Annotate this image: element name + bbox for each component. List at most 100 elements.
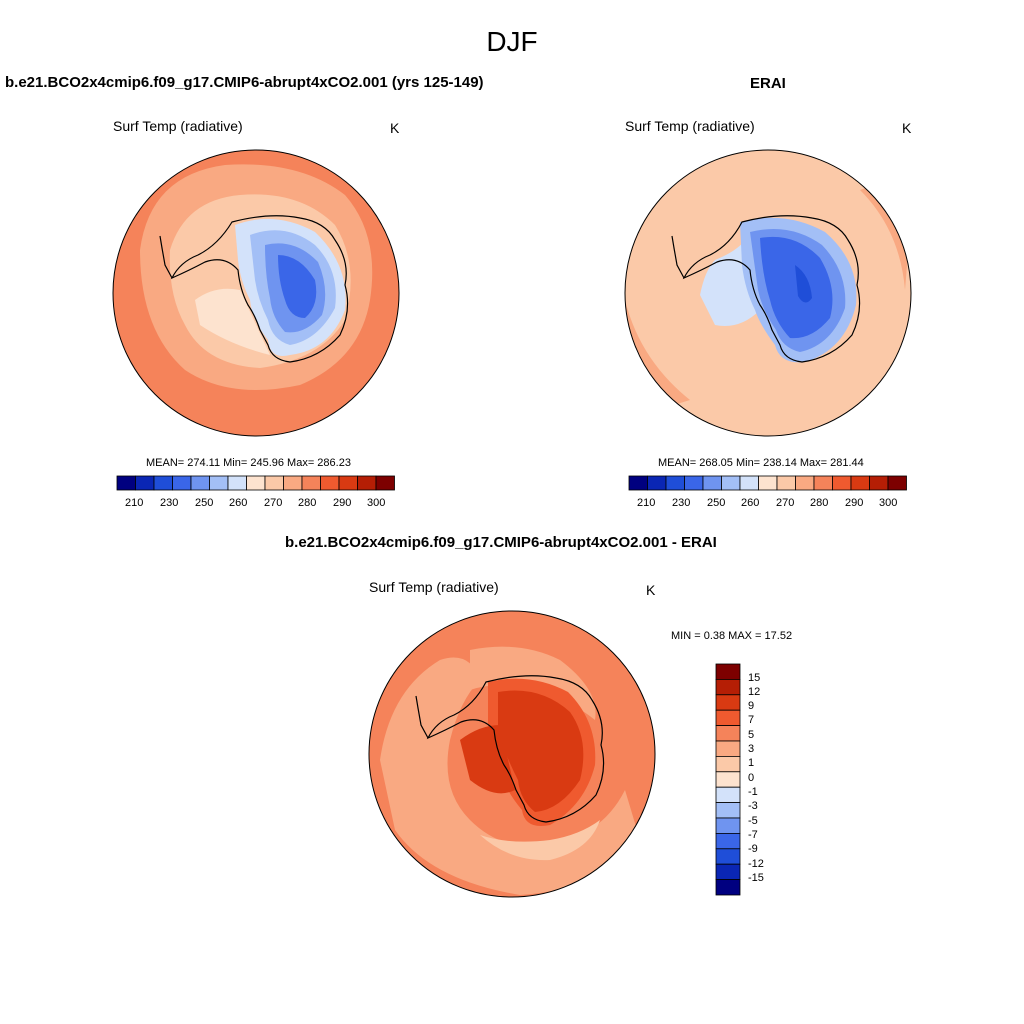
colorbar-2-tick: 300 bbox=[879, 497, 898, 509]
colorbar-1-tick: 280 bbox=[298, 497, 317, 509]
colorbar-box bbox=[715, 740, 741, 757]
colorbar-box bbox=[715, 848, 741, 865]
colorbar-box bbox=[715, 756, 741, 773]
map-3-peninsula-coast bbox=[415, 695, 429, 739]
panel-2-units: K bbox=[902, 120, 912, 136]
colorbar-2-tick: 280 bbox=[810, 497, 829, 509]
colorbar-3-tick: 15 bbox=[748, 672, 761, 684]
colorbar-1-tick: 260 bbox=[229, 497, 248, 509]
panel-2-stats: MEAN= 268.05 Min= 238.14 Max= 281.44 bbox=[658, 457, 864, 469]
colorbar-2-tick: 260 bbox=[741, 497, 760, 509]
map-1-antarctica-core bbox=[278, 255, 317, 318]
colorbar-box bbox=[715, 679, 741, 696]
colorbar-box bbox=[628, 475, 648, 491]
colorbar-3-tick: -9 bbox=[748, 843, 758, 855]
map-3-border bbox=[368, 610, 656, 898]
colorbar-box bbox=[715, 709, 741, 727]
colorbar-box bbox=[647, 475, 667, 491]
map-2-peninsula-coast bbox=[671, 235, 685, 279]
colorbar-3-tick: 5 bbox=[748, 729, 755, 741]
colorbar-box bbox=[301, 475, 321, 491]
colorbar-box bbox=[357, 475, 377, 491]
colorbar-3-tick: -15 bbox=[748, 872, 764, 884]
colorbar-3-tick: 12 bbox=[748, 686, 761, 698]
colorbar-3-tick: -3 bbox=[748, 800, 758, 812]
map-3-band-1 bbox=[380, 657, 640, 895]
colorbar-box bbox=[264, 475, 284, 491]
panel-3-stats: MIN = 0.38 MAX = 17.52 bbox=[671, 630, 793, 642]
panel-1-stats: MEAN= 274.11 Min= 245.96 Max= 286.23 bbox=[146, 457, 351, 469]
colorbar-box bbox=[758, 475, 778, 491]
colorbar-box bbox=[832, 475, 852, 491]
map-1-coastline bbox=[170, 215, 349, 363]
colorbar-2-tick: 210 bbox=[637, 497, 656, 509]
colorbar-box bbox=[665, 475, 685, 491]
colorbar-3-tick: 7 bbox=[748, 714, 755, 726]
panel-3-map bbox=[369, 611, 655, 897]
colorbar-1-tick: 300 bbox=[367, 497, 386, 509]
panel-1-map bbox=[113, 150, 399, 436]
colorbar-2 bbox=[628, 475, 907, 491]
panel-1-title: b.e21.BCO2x4cmip6.f09_g17.CMIP6-abrupt4x… bbox=[5, 74, 484, 91]
panel-3-units: K bbox=[646, 582, 656, 598]
colorbar-2-tick: 230 bbox=[672, 497, 691, 509]
colorbar-box bbox=[246, 475, 266, 491]
colorbar-3-tick: -7 bbox=[748, 829, 758, 841]
map-1-peninsula-coast bbox=[159, 235, 173, 279]
colorbar-box bbox=[739, 475, 759, 491]
colorbar-3-tick: 9 bbox=[748, 700, 755, 712]
colorbar-box bbox=[776, 475, 796, 491]
colorbar-box bbox=[172, 475, 192, 491]
colorbar-box bbox=[283, 475, 303, 491]
colorbar-1-tick: 230 bbox=[160, 497, 179, 509]
colorbar-2-tick: 270 bbox=[776, 497, 795, 509]
map-1-ross-sea bbox=[195, 288, 270, 355]
panel-1-variable: Surf Temp (radiative) bbox=[113, 118, 243, 134]
colorbar-1 bbox=[116, 475, 395, 491]
colorbar-box bbox=[190, 475, 210, 491]
colorbar-box bbox=[715, 725, 741, 742]
colorbar-3-tick: -5 bbox=[748, 815, 758, 827]
panel-1-units: K bbox=[390, 120, 400, 136]
colorbar-1-tick: 270 bbox=[264, 497, 283, 509]
colorbar-1-tick: 210 bbox=[125, 497, 144, 509]
colorbar-3-tick: -12 bbox=[748, 858, 764, 870]
colorbar-3-tick: -1 bbox=[748, 786, 758, 798]
colorbar-box bbox=[702, 475, 722, 491]
panel-2-map bbox=[625, 150, 911, 436]
colorbar-box bbox=[715, 817, 741, 834]
colorbar-box bbox=[715, 771, 741, 788]
colorbar-box bbox=[850, 475, 870, 491]
colorbar-box bbox=[375, 475, 395, 491]
map-1-border bbox=[112, 149, 400, 437]
colorbar-box bbox=[715, 863, 741, 881]
colorbar-box bbox=[135, 475, 155, 491]
colorbar-2-tick: 250 bbox=[707, 497, 726, 509]
colorbar-box bbox=[153, 475, 173, 491]
panel-2-title: ERAI bbox=[750, 75, 786, 92]
figure-title: DJF bbox=[486, 26, 538, 57]
map-2-antarctica-core bbox=[795, 265, 812, 303]
colorbar-box bbox=[116, 475, 136, 491]
colorbar-box bbox=[338, 475, 358, 491]
colorbar-box bbox=[715, 879, 741, 896]
panel-3-title: b.e21.BCO2x4cmip6.f09_g17.CMIP6-abrupt4x… bbox=[285, 534, 717, 551]
colorbar-box bbox=[715, 694, 741, 711]
map-3-ross-warm bbox=[460, 725, 515, 794]
colorbar-box bbox=[795, 475, 815, 491]
colorbar-1-tick: 250 bbox=[195, 497, 214, 509]
colorbar-box bbox=[715, 802, 741, 819]
colorbar-box bbox=[887, 475, 907, 491]
colorbar-3-tick: 3 bbox=[748, 743, 755, 755]
panel-2-variable: Surf Temp (radiative) bbox=[625, 118, 755, 134]
panel-3-variable: Surf Temp (radiative) bbox=[369, 579, 499, 595]
colorbar-3-tick: 1 bbox=[748, 757, 755, 769]
map-2-antarctica-inner bbox=[760, 236, 833, 339]
colorbar-box bbox=[813, 475, 833, 491]
colorbar-box bbox=[320, 475, 340, 491]
map-3-antarctica-inner bbox=[498, 690, 584, 812]
colorbar-box bbox=[721, 475, 741, 491]
colorbar-box bbox=[684, 475, 704, 491]
colorbar-box bbox=[869, 475, 889, 491]
